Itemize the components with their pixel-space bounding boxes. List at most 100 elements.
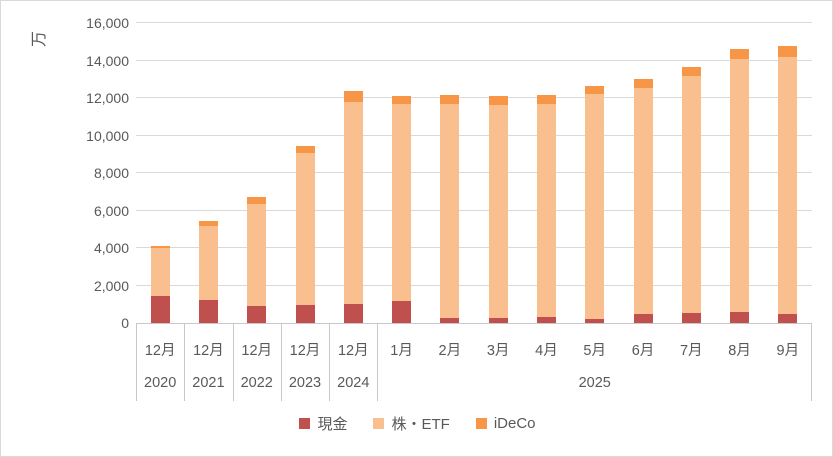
bar-segment-現金[interactable] xyxy=(247,306,267,323)
bar-group[interactable] xyxy=(150,246,170,323)
legend-label: 現金 xyxy=(317,416,348,433)
bar-segment-iDeCo[interactable] xyxy=(150,246,170,248)
y-gridline xyxy=(136,134,812,136)
bar-segment-iDeCo[interactable] xyxy=(440,95,460,104)
bar-group[interactable] xyxy=(730,49,750,323)
bar-segment-株・ETF[interactable] xyxy=(392,103,412,301)
year-group-separator xyxy=(811,323,812,401)
bar-segment-株・ETF[interactable] xyxy=(585,94,605,320)
bar-segment-現金[interactable] xyxy=(633,313,653,323)
bar-group[interactable] xyxy=(778,46,798,323)
legend-item-現金[interactable]: 現金 xyxy=(299,413,347,434)
month-label: 7月 xyxy=(679,343,703,359)
bar-group[interactable] xyxy=(295,145,315,323)
bar-group[interactable] xyxy=(585,85,605,323)
bar-segment-株・ETF[interactable] xyxy=(681,76,701,313)
bar-segment-株・ETF[interactable] xyxy=(343,101,363,305)
legend-label: 株・ETF xyxy=(391,416,450,433)
bar-segment-株・ETF[interactable] xyxy=(295,153,315,306)
bar-segment-現金[interactable] xyxy=(150,295,170,323)
month-label: 12月 xyxy=(241,343,273,359)
bar-group[interactable] xyxy=(488,96,508,323)
bar-segment-iDeCo[interactable] xyxy=(488,96,508,105)
bar-segment-株・ETF[interactable] xyxy=(247,203,267,307)
month-label: 12月 xyxy=(193,343,224,359)
bar-group[interactable] xyxy=(633,79,653,323)
y-tick-label: 2,000 xyxy=(93,277,129,294)
bar-segment-現金[interactable] xyxy=(295,305,315,323)
legend-item-株・ETF[interactable]: 株・ETF xyxy=(373,413,450,434)
bar-segment-株・ETF[interactable] xyxy=(633,87,653,314)
y-gridline xyxy=(136,172,812,173)
month-label: 6月 xyxy=(631,343,655,359)
y-tick-label: 6,000 xyxy=(93,202,129,219)
bar-segment-現金[interactable] xyxy=(681,312,701,323)
bar-segment-iDeCo[interactable] xyxy=(295,145,315,154)
y-axis-ticks: 0 2,000 4,000 6,000 8,000 10,000 12,000 14,000 1… xyxy=(1,1,129,456)
bar-segment-現金[interactable] xyxy=(536,317,556,323)
bar-segment-現金[interactable] xyxy=(392,300,412,323)
year-label: 2020 xyxy=(144,375,177,391)
bar-segment-現金[interactable] xyxy=(198,299,218,323)
y-tick-label: 14,000 xyxy=(86,52,129,69)
x-axis-line xyxy=(136,323,812,324)
bar-segment-現金[interactable] xyxy=(343,304,363,323)
bar-segment-iDeCo[interactable] xyxy=(343,91,363,102)
month-label: 12月 xyxy=(289,343,321,359)
year-label: 2024 xyxy=(337,375,370,391)
bar-group[interactable] xyxy=(392,96,412,323)
month-label: 3月 xyxy=(486,343,510,359)
bar-segment-現金[interactable] xyxy=(585,319,605,323)
y-gridline xyxy=(136,284,812,286)
y-tick-label: 4,000 xyxy=(93,240,129,256)
bar-group[interactable] xyxy=(681,67,701,323)
bar-group[interactable] xyxy=(247,197,267,323)
bar-segment-iDeCo[interactable] xyxy=(585,85,605,95)
plot-area xyxy=(136,22,812,324)
x-axis-labels: 12月 12月 12月 12月 12月 1月 2月 3月 4月 5月 6月 7月 8月 9月 2020 202… xyxy=(136,323,812,401)
bar-segment-現金[interactable] xyxy=(778,313,798,323)
bar-group[interactable] xyxy=(536,95,556,323)
bar-segment-株・ETF[interactable] xyxy=(198,226,218,300)
bar-segment-iDeCo[interactable] xyxy=(247,197,267,204)
year-group-separator xyxy=(184,323,186,401)
y-gridline xyxy=(136,209,812,211)
legend-item-iDeCo[interactable]: iDeCo xyxy=(475,415,536,432)
legend-swatch-icon xyxy=(475,418,487,429)
bar-segment-株・ETF[interactable] xyxy=(488,104,508,319)
bar-group[interactable] xyxy=(440,95,460,323)
bar-segment-株・ETF[interactable] xyxy=(730,58,750,312)
bar-segment-iDeCo[interactable] xyxy=(681,67,701,77)
legend-swatch-icon xyxy=(299,418,311,429)
bar-segment-現金[interactable] xyxy=(440,318,460,323)
month-label: 2月 xyxy=(438,343,462,359)
bar-segment-iDeCo[interactable] xyxy=(536,95,556,104)
bar-segment-株・ETF[interactable] xyxy=(150,248,170,296)
year-group-separator xyxy=(232,323,234,401)
y-tick-label: 8,000 xyxy=(93,165,129,181)
legend-label: iDeCo xyxy=(493,415,536,432)
bar-group[interactable] xyxy=(343,91,363,323)
y-gridline xyxy=(136,247,812,248)
month-label: 5月 xyxy=(583,343,606,359)
month-label: 8月 xyxy=(728,343,751,359)
bar-segment-現金[interactable] xyxy=(730,311,750,323)
bar-segment-iDeCo[interactable] xyxy=(778,46,798,57)
bar-segment-iDeCo[interactable] xyxy=(633,79,653,88)
bar-segment-株・ETF[interactable] xyxy=(778,56,798,314)
month-label: 1月 xyxy=(390,343,413,359)
year-label: 2022 xyxy=(240,375,273,391)
year-label: 2021 xyxy=(192,375,225,391)
bar-group[interactable] xyxy=(198,220,218,323)
legend-swatch-icon xyxy=(373,418,385,429)
bar-segment-現金[interactable] xyxy=(488,318,508,323)
bar-segment-iDeCo[interactable] xyxy=(730,49,750,59)
year-group-separator xyxy=(329,323,331,401)
bar-segment-iDeCo[interactable] xyxy=(392,96,412,104)
bar-segment-株・ETF[interactable] xyxy=(440,103,460,319)
bar-segment-株・ETF[interactable] xyxy=(536,103,556,318)
year-label: 2025 xyxy=(578,375,611,391)
y-tick-label: 10,000 xyxy=(86,127,129,144)
bar-segment-iDeCo[interactable] xyxy=(198,220,218,227)
